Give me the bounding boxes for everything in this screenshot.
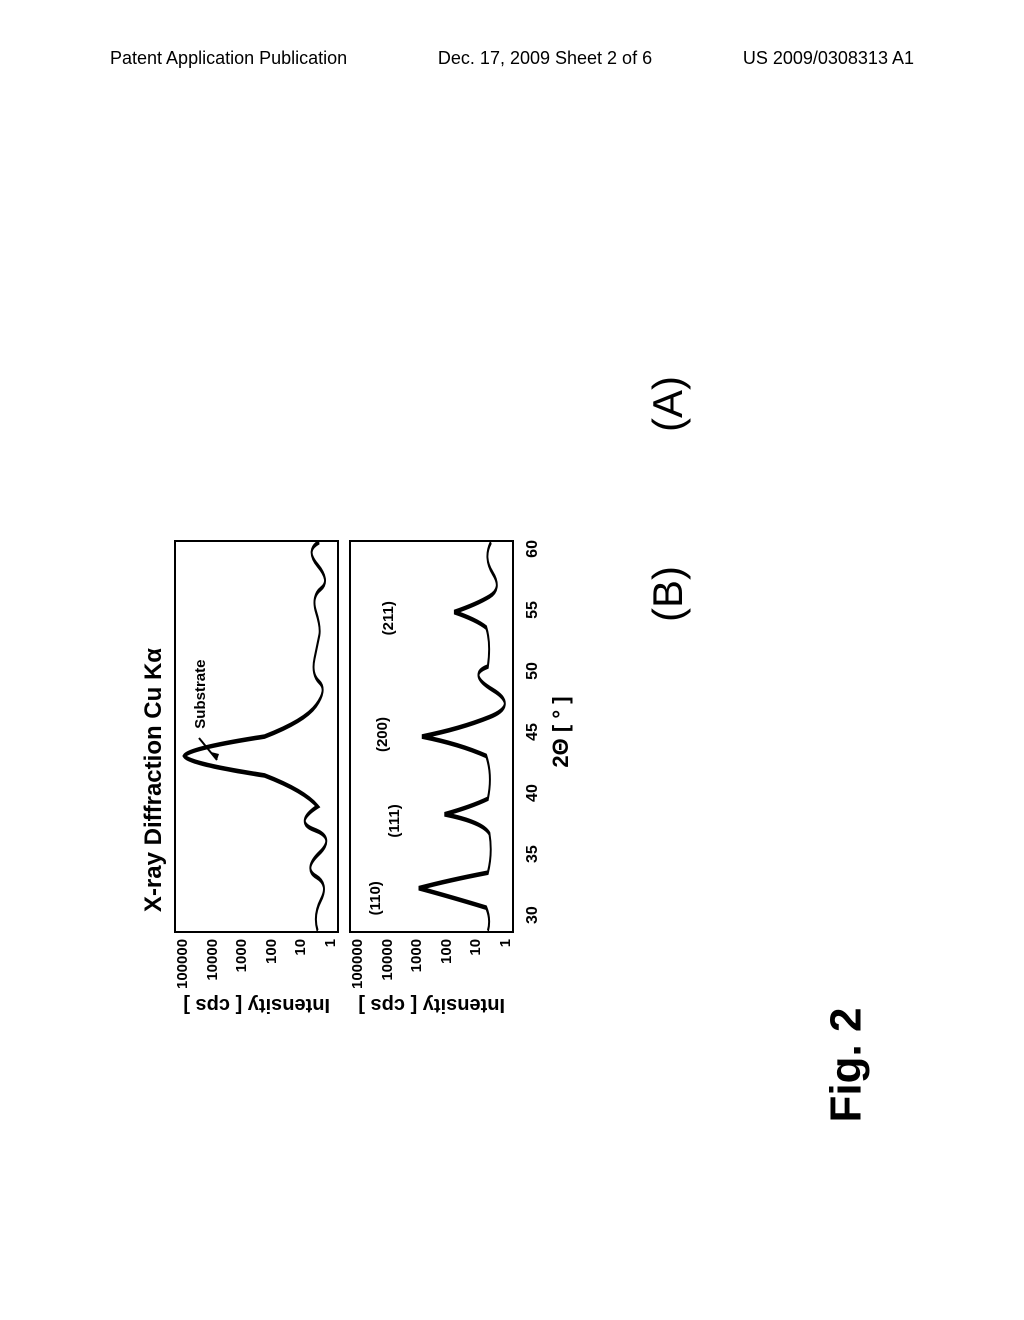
header-right: US 2009/0308313 A1 — [743, 48, 914, 69]
peak-label-211: (211) — [380, 601, 397, 635]
xtick: 60 — [524, 540, 542, 558]
x-ticks: 30 35 40 45 50 55 60 — [524, 540, 542, 924]
y-axis-label-b: Intensity [ cps ] — [349, 989, 514, 1020]
ytick: 10000 — [379, 939, 396, 981]
y-ticks-b: 100000 10000 1000 100 10 1 — [349, 933, 514, 989]
ytick: 100 — [263, 939, 280, 964]
xtick: 55 — [524, 601, 542, 619]
ytick: 10000 — [204, 939, 221, 981]
xtick: 40 — [524, 784, 542, 802]
panel-a: Intensity [ cps ] 100000 10000 1000 100 … — [174, 540, 339, 1020]
ytick: 10 — [467, 939, 484, 956]
ytick: 10 — [292, 939, 309, 956]
ytick: 1 — [497, 939, 514, 947]
y-axis-label-a: Intensity [ cps ] — [174, 989, 339, 1020]
header-center: Dec. 17, 2009 Sheet 2 of 6 — [438, 48, 652, 69]
peak-label-110: (110) — [367, 881, 384, 915]
xtick: 50 — [524, 662, 542, 680]
ytick: 100000 — [349, 939, 366, 989]
xtick: 35 — [524, 845, 542, 863]
panel-b: Intensity [ cps ] 100000 10000 1000 100 … — [349, 540, 514, 1020]
header-left: Patent Application Publication — [110, 48, 347, 69]
panel-a-label: (A) — [644, 376, 692, 432]
ytick: 100000 — [174, 939, 191, 989]
x-axis: 30 35 40 45 50 55 60 — [524, 540, 542, 924]
xrd-chart: X-ray Diffraction Cu Kα Intensity [ cps … — [140, 540, 620, 1020]
substrate-label: Substrate — [192, 660, 209, 729]
ytick: 1000 — [233, 939, 250, 972]
plot-a: Substrate — [174, 540, 339, 933]
substrate-annotation: Substrate — [192, 660, 209, 729]
peak-label-200: (200) — [374, 717, 391, 752]
annotation-arrow-icon — [197, 736, 221, 764]
xtick: 30 — [524, 906, 542, 924]
y-ticks-a: 100000 10000 1000 100 10 1 — [174, 933, 339, 989]
panel-b-label: (B) — [644, 566, 692, 622]
figure-label: Fig. 2 — [822, 1008, 872, 1123]
plot-b: (110) (111) (200) (211) — [349, 540, 514, 933]
ytick: 1000 — [408, 939, 425, 972]
chart-title: X-ray Diffraction Cu Kα — [140, 540, 168, 1020]
ytick: 1 — [322, 939, 339, 947]
ytick: 100 — [438, 939, 455, 964]
xtick: 45 — [524, 723, 542, 741]
page-header: Patent Application Publication Dec. 17, … — [0, 48, 1024, 69]
peak-label-111: (111) — [386, 804, 403, 837]
x-axis-label: 2Θ [ ° ] — [548, 540, 574, 924]
